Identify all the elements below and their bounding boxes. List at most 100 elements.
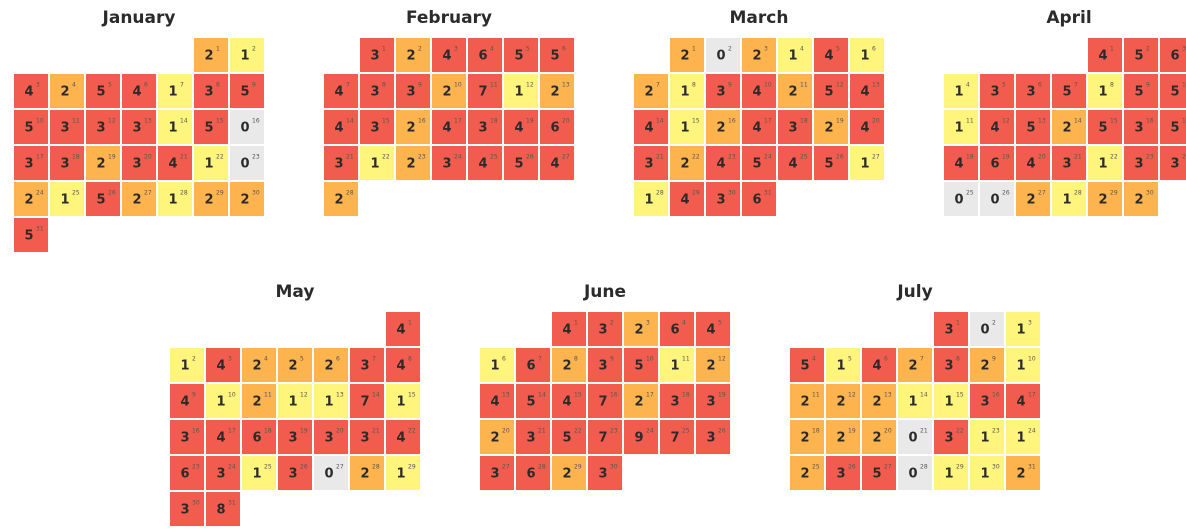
day-number: 30 [610, 464, 618, 471]
cell-value: 1 [514, 85, 523, 100]
day-number: 2 [992, 320, 996, 327]
day-number: 13 [336, 392, 344, 399]
day-cell [540, 146, 574, 180]
day-cell [432, 146, 466, 180]
day-cell [350, 384, 384, 418]
cell-value: 2 [644, 85, 653, 100]
day-number: 8 [408, 356, 412, 363]
day-number: 17 [764, 118, 772, 125]
day-number: 11 [812, 392, 820, 399]
day-cell [660, 312, 694, 346]
day-number: 13 [144, 118, 152, 125]
day-cell [790, 384, 824, 418]
day-cell [350, 420, 384, 454]
day-number: 7 [1074, 82, 1078, 89]
cell-value: 1 [324, 395, 333, 410]
cell-value: 1 [168, 193, 177, 208]
day-cell [588, 456, 622, 490]
day-number: 9 [610, 356, 614, 363]
day-number: 16 [728, 118, 736, 125]
day-cell [1124, 146, 1158, 180]
day-cell [670, 110, 704, 144]
day-number: 25 [72, 190, 80, 197]
cell-value: 3 [670, 395, 679, 410]
day-number: 27 [144, 190, 152, 197]
cell-value: 2 [800, 395, 809, 410]
day-cell [1088, 74, 1122, 108]
day-number: 6 [502, 356, 506, 363]
day-cell [14, 74, 48, 108]
day-cell [970, 384, 1004, 418]
cell-value: 2 [1062, 121, 1071, 136]
month-title: May [276, 282, 315, 302]
cell-value: 3 [60, 121, 69, 136]
day-cell [814, 74, 848, 108]
cell-value: 2 [550, 85, 559, 100]
cell-value: 3 [1134, 157, 1143, 172]
day-number: 22 [956, 428, 964, 435]
day-cell [1088, 110, 1122, 144]
day-number: 16 [252, 118, 260, 125]
day-number: 30 [728, 190, 736, 197]
day-number: 12 [526, 82, 534, 89]
day-number: 28 [1074, 190, 1082, 197]
day-cell [516, 456, 550, 490]
day-cell [696, 312, 730, 346]
day-number: 23 [610, 428, 618, 435]
day-cell [242, 348, 276, 382]
day-number: 24 [1028, 428, 1036, 435]
day-number: 10 [646, 356, 654, 363]
cell-value: 3 [370, 121, 379, 136]
cell-value: 1 [680, 85, 689, 100]
day-cell [540, 38, 574, 72]
day-cell [14, 146, 48, 180]
day-cell [278, 456, 312, 490]
day-cell [898, 420, 932, 454]
day-number: 27 [884, 464, 892, 471]
day-cell [670, 38, 704, 72]
cell-value: 5 [1062, 85, 1071, 100]
day-cell [1160, 38, 1186, 72]
cell-value: 2 [800, 467, 809, 482]
day-cell [194, 146, 228, 180]
day-cell [970, 348, 1004, 382]
day-cell [360, 146, 394, 180]
cell-value: 1 [860, 157, 869, 172]
day-number: 15 [574, 392, 582, 399]
day-number: 30 [992, 464, 1000, 471]
day-number: 7 [920, 356, 924, 363]
day-number: 26 [526, 154, 534, 161]
cell-value: 1 [288, 395, 297, 410]
day-number: 12 [718, 356, 726, 363]
day-cell [170, 384, 204, 418]
day-cell [634, 146, 668, 180]
day-number: 9 [252, 82, 256, 89]
day-cell [14, 110, 48, 144]
cell-value: 3 [96, 121, 105, 136]
day-number: 24 [646, 428, 654, 435]
cell-value: 5 [1170, 85, 1179, 100]
day-cell [86, 182, 120, 216]
day-cell [660, 348, 694, 382]
day-number: 29 [574, 464, 582, 471]
day-cell [396, 38, 430, 72]
day-number: 8 [216, 82, 220, 89]
day-number: 26 [108, 190, 116, 197]
cell-value: 4 [180, 395, 189, 410]
day-number: 5 [718, 320, 722, 327]
day-cell [324, 146, 358, 180]
day-cell [360, 110, 394, 144]
day-cell [504, 110, 538, 144]
cell-value: 3 [706, 431, 715, 446]
day-cell [230, 74, 264, 108]
day-number: 28 [180, 190, 188, 197]
day-number: 11 [682, 356, 690, 363]
day-number: 29 [216, 190, 224, 197]
day-cell [350, 348, 384, 382]
cell-value: 1 [1062, 193, 1071, 208]
day-cell [588, 348, 622, 382]
day-cell [944, 182, 978, 216]
cell-value: 1 [370, 157, 379, 172]
day-cell [158, 146, 192, 180]
cell-value: 4 [954, 157, 963, 172]
